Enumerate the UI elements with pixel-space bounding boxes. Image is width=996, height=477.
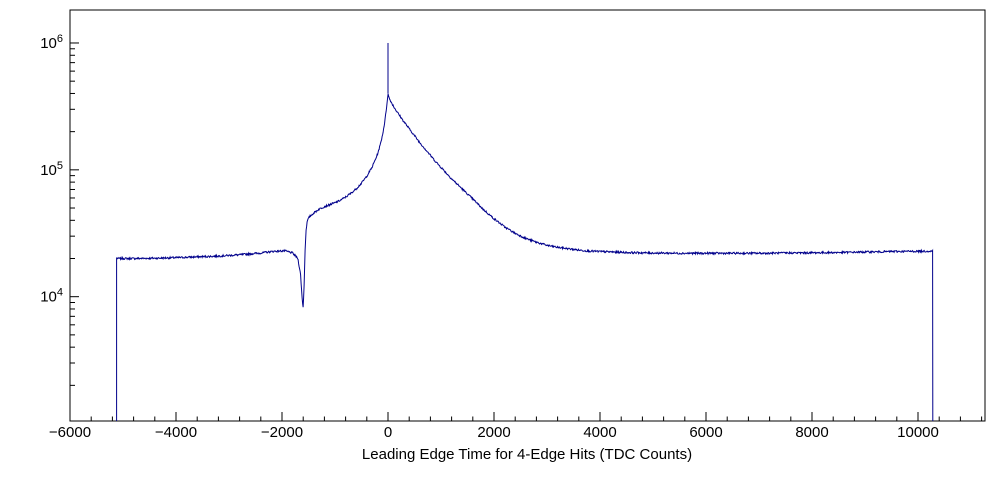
- x-tick-label: 2000: [477, 424, 510, 441]
- axes-group: −6000 −4000 −2000 0 2000 4000 6000 8000 10000 104…: [40, 33, 983, 441]
- x-tick-label: 10000: [897, 424, 939, 441]
- series-group: [116, 42, 934, 422]
- y-tick-label: 106: [40, 33, 63, 52]
- x-tick-label: 8000: [795, 424, 828, 441]
- plot-frame: [69, 9, 986, 422]
- y-tick-label: 104: [40, 287, 63, 306]
- x-tick-label: −4000: [155, 424, 197, 441]
- y-tick-label: 105: [40, 160, 63, 179]
- x-tick-label: −2000: [261, 424, 303, 441]
- x-axis-title: Leading Edge Time for 4-Edge Hits (TDC C…: [362, 446, 692, 463]
- x-tick-label: 4000: [583, 424, 616, 441]
- plot-frame-group: [69, 9, 986, 422]
- histogram-line: [116, 93, 934, 422]
- x-tick-label: −6000: [49, 424, 91, 441]
- x-tick-label: 6000: [689, 424, 722, 441]
- x-tick-label: 0: [384, 424, 392, 441]
